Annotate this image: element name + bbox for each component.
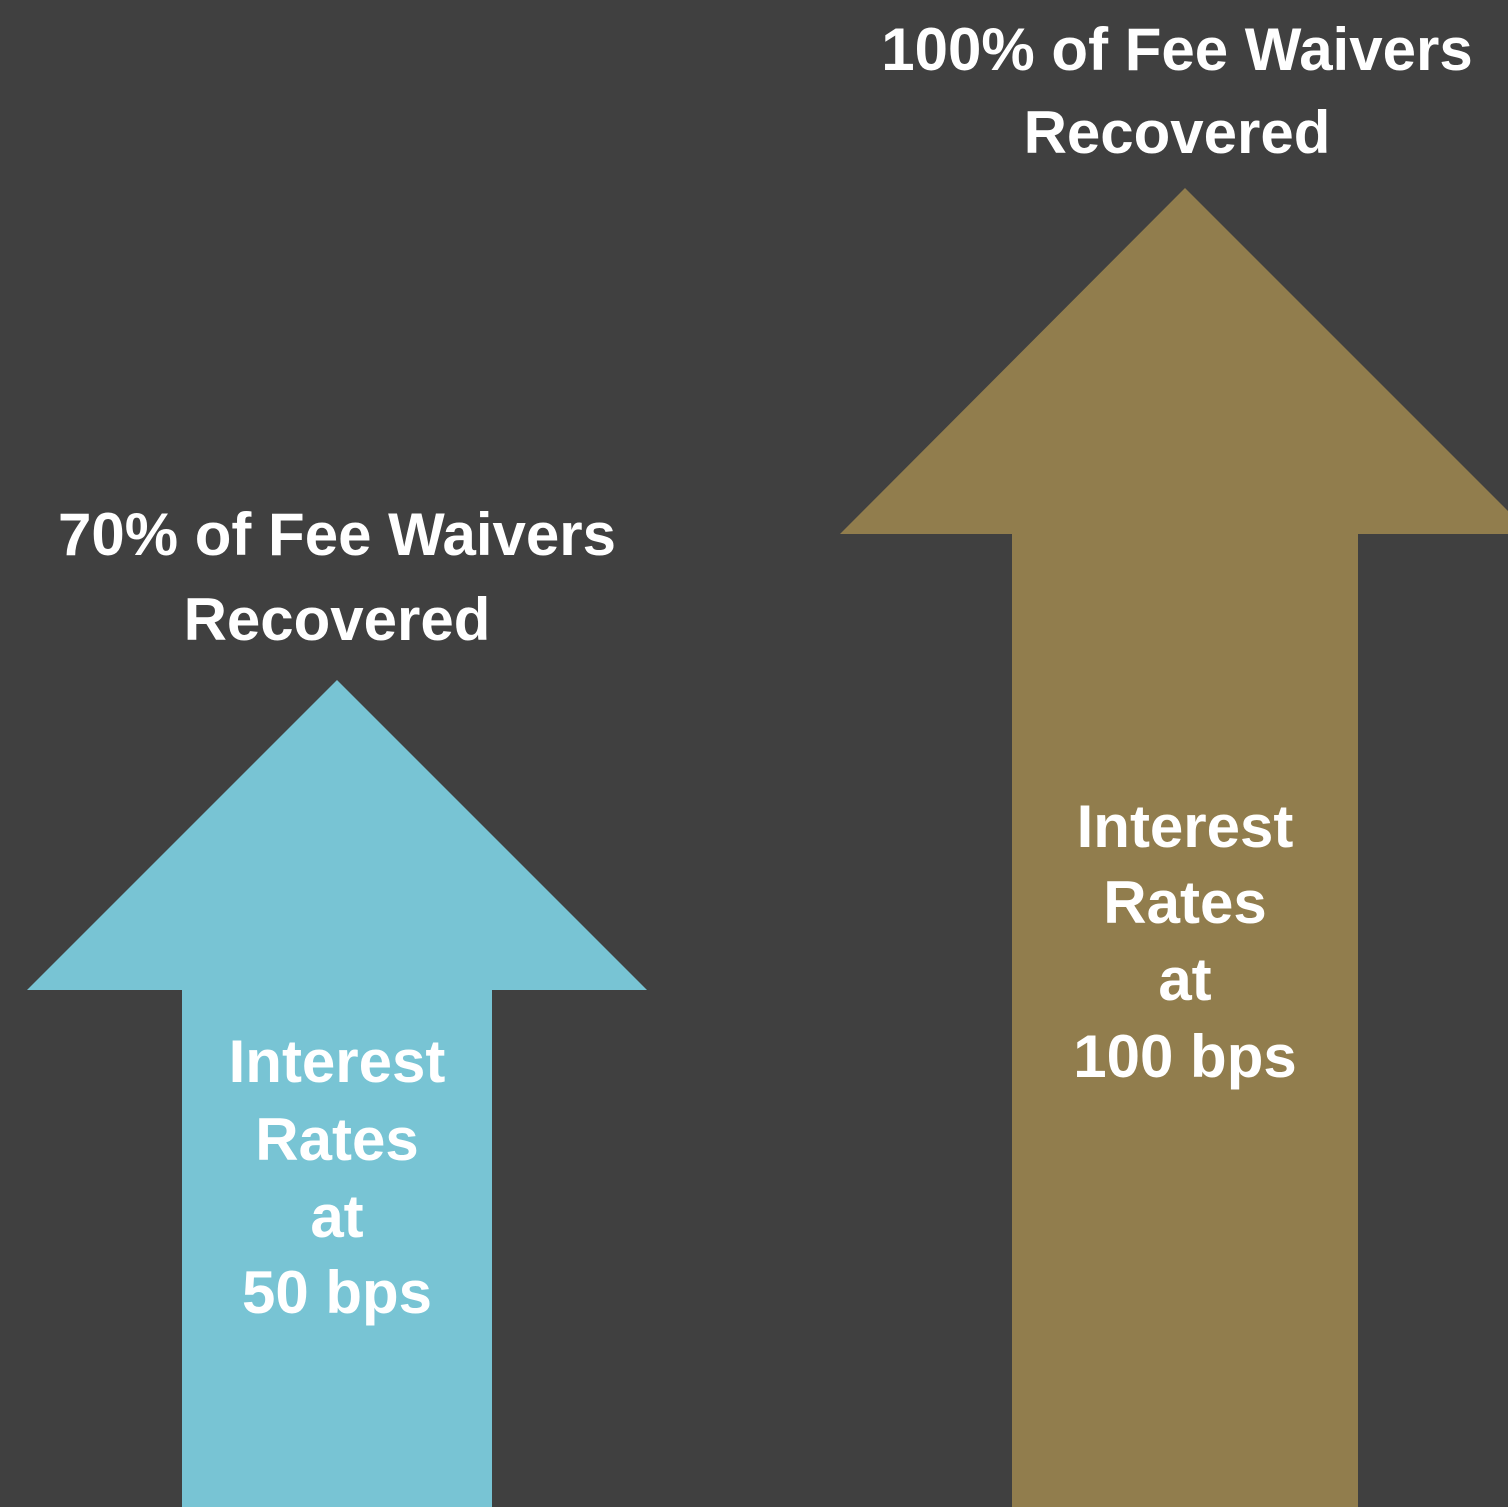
arrow-label-line: at — [310, 1183, 363, 1250]
arrow-label-line: Interest — [1077, 793, 1294, 860]
arrow-label-line: Rates — [1103, 869, 1266, 936]
arrow-label-line: 50 bps — [242, 1259, 432, 1326]
arrow-label-line: 100 bps — [1073, 1023, 1296, 1090]
caption-line: Recovered — [1024, 99, 1331, 166]
caption-line: Recovered — [184, 586, 491, 653]
arrow — [840, 188, 1508, 1507]
arrow-label-line: at — [1158, 946, 1211, 1013]
arrow — [27, 680, 647, 1507]
caption-line: 100% of Fee Waivers — [881, 16, 1472, 83]
caption-line: 70% of Fee Waivers — [58, 501, 616, 568]
arrow-label-line: Rates — [255, 1106, 418, 1173]
arrow-label-line: Interest — [229, 1028, 446, 1095]
